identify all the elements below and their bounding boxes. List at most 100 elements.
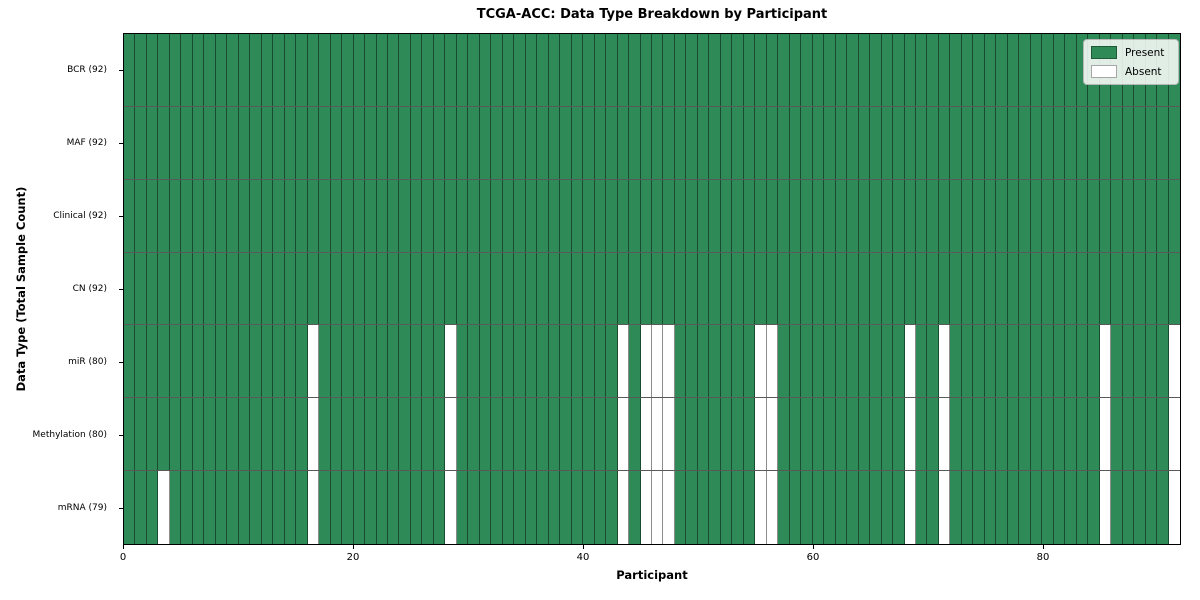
heatmap-cell — [984, 471, 997, 544]
heatmap-cell — [938, 34, 951, 106]
heatmap-cell — [1030, 325, 1043, 398]
heatmap-cell — [1030, 471, 1043, 544]
heatmap-cell — [261, 34, 274, 106]
heatmap-cell — [548, 471, 561, 544]
heatmap-cell — [307, 179, 320, 252]
heatmap-cell — [743, 106, 756, 179]
heatmap-cell — [778, 325, 790, 398]
heatmap-cell — [973, 252, 985, 325]
heatmap-cell — [1145, 471, 1158, 544]
heatmap-cell — [1030, 398, 1043, 471]
heatmap-cell — [445, 252, 457, 325]
plot-area — [123, 33, 1181, 545]
heatmap-cell — [330, 106, 343, 179]
heatmap-cell — [1065, 179, 1077, 252]
heatmap-cell — [732, 398, 744, 471]
heatmap-cell — [158, 398, 170, 471]
heatmap-cell — [1134, 398, 1146, 471]
heatmap-cell — [491, 471, 503, 544]
heatmap-cell — [422, 398, 434, 471]
heatmap-cell — [445, 471, 457, 544]
x-tick-label: 60 — [806, 552, 820, 563]
heatmap-cell — [801, 471, 813, 544]
heatmap-cell — [824, 106, 836, 179]
heatmap-cell — [927, 325, 939, 398]
heatmap-cell — [204, 252, 216, 325]
heatmap-cell — [709, 325, 721, 398]
heatmap-cell — [273, 325, 285, 398]
heatmap-cell — [204, 325, 216, 398]
heatmap-cell — [801, 106, 813, 179]
heatmap-cell — [835, 179, 848, 252]
heatmap-cell — [1111, 179, 1123, 252]
heatmap-cell — [124, 252, 136, 325]
heatmap-cell — [330, 325, 343, 398]
heatmap-cell — [697, 179, 710, 252]
heatmap-cell — [296, 252, 308, 325]
heatmap-cell — [1076, 471, 1089, 544]
heatmap-cell — [422, 34, 434, 106]
heatmap-cell — [1099, 252, 1112, 325]
heatmap-cell — [652, 325, 664, 398]
heatmap-cell — [525, 106, 538, 179]
heatmap-cell — [743, 252, 756, 325]
heatmap-cell — [410, 252, 423, 325]
heatmap-cell — [893, 179, 905, 252]
heatmap-cell — [227, 398, 239, 471]
heatmap-cell — [1065, 252, 1077, 325]
heatmap-cell — [766, 471, 779, 544]
heatmap-cell — [824, 34, 836, 106]
heatmap-cell — [571, 471, 584, 544]
heatmap-cell — [353, 398, 366, 471]
heatmap-cell — [1088, 471, 1100, 544]
heatmap-cell — [307, 471, 320, 544]
heatmap-cell — [697, 325, 710, 398]
heatmap-cell — [950, 471, 962, 544]
heatmap-cell — [158, 325, 170, 398]
heatmap-cell — [445, 398, 457, 471]
heatmap-cell — [674, 252, 687, 325]
heatmap-cell — [858, 106, 871, 179]
heatmap-cell — [502, 398, 515, 471]
heatmap-cell — [938, 106, 951, 179]
heatmap-cell — [1019, 179, 1031, 252]
heatmap-cell — [330, 179, 343, 252]
heatmap-cell — [594, 34, 607, 106]
heatmap-cell — [330, 34, 343, 106]
heatmap-cell — [743, 179, 756, 252]
heatmap-cell — [778, 106, 790, 179]
heatmap-cell — [399, 398, 411, 471]
heatmap-cell — [812, 106, 825, 179]
heatmap-cell — [1122, 252, 1135, 325]
heatmap-cell — [376, 252, 388, 325]
heatmap-cell — [1042, 106, 1054, 179]
heatmap-cell — [571, 325, 584, 398]
y-tick-label: mRNA (79) — [57, 503, 107, 514]
heatmap-row — [124, 252, 1180, 326]
heatmap-cell — [606, 398, 618, 471]
heatmap-cell — [617, 325, 630, 398]
legend-swatch — [1091, 65, 1117, 78]
heatmap-cell — [456, 252, 469, 325]
heatmap-cell — [261, 398, 274, 471]
heatmap-cell — [812, 34, 825, 106]
heatmap-cell — [342, 398, 354, 471]
x-tick-mark — [353, 545, 354, 549]
heatmap-cell — [422, 252, 434, 325]
heatmap-cell — [1111, 106, 1123, 179]
heatmap-cell — [1168, 325, 1180, 398]
heatmap-cell — [594, 471, 607, 544]
heatmap-row — [124, 471, 1180, 544]
heatmap-cell — [858, 325, 871, 398]
heatmap-cell — [468, 325, 480, 398]
heatmap-cell — [835, 34, 848, 106]
heatmap-cell — [1157, 252, 1169, 325]
heatmap-cell — [181, 398, 193, 471]
heatmap-cell — [181, 106, 193, 179]
heatmap-cell — [893, 106, 905, 179]
heatmap-cell — [583, 106, 595, 179]
heatmap-cell — [961, 34, 974, 106]
heatmap-cell — [709, 471, 721, 544]
heatmap-cell — [663, 325, 675, 398]
heatmap-cell — [548, 325, 561, 398]
